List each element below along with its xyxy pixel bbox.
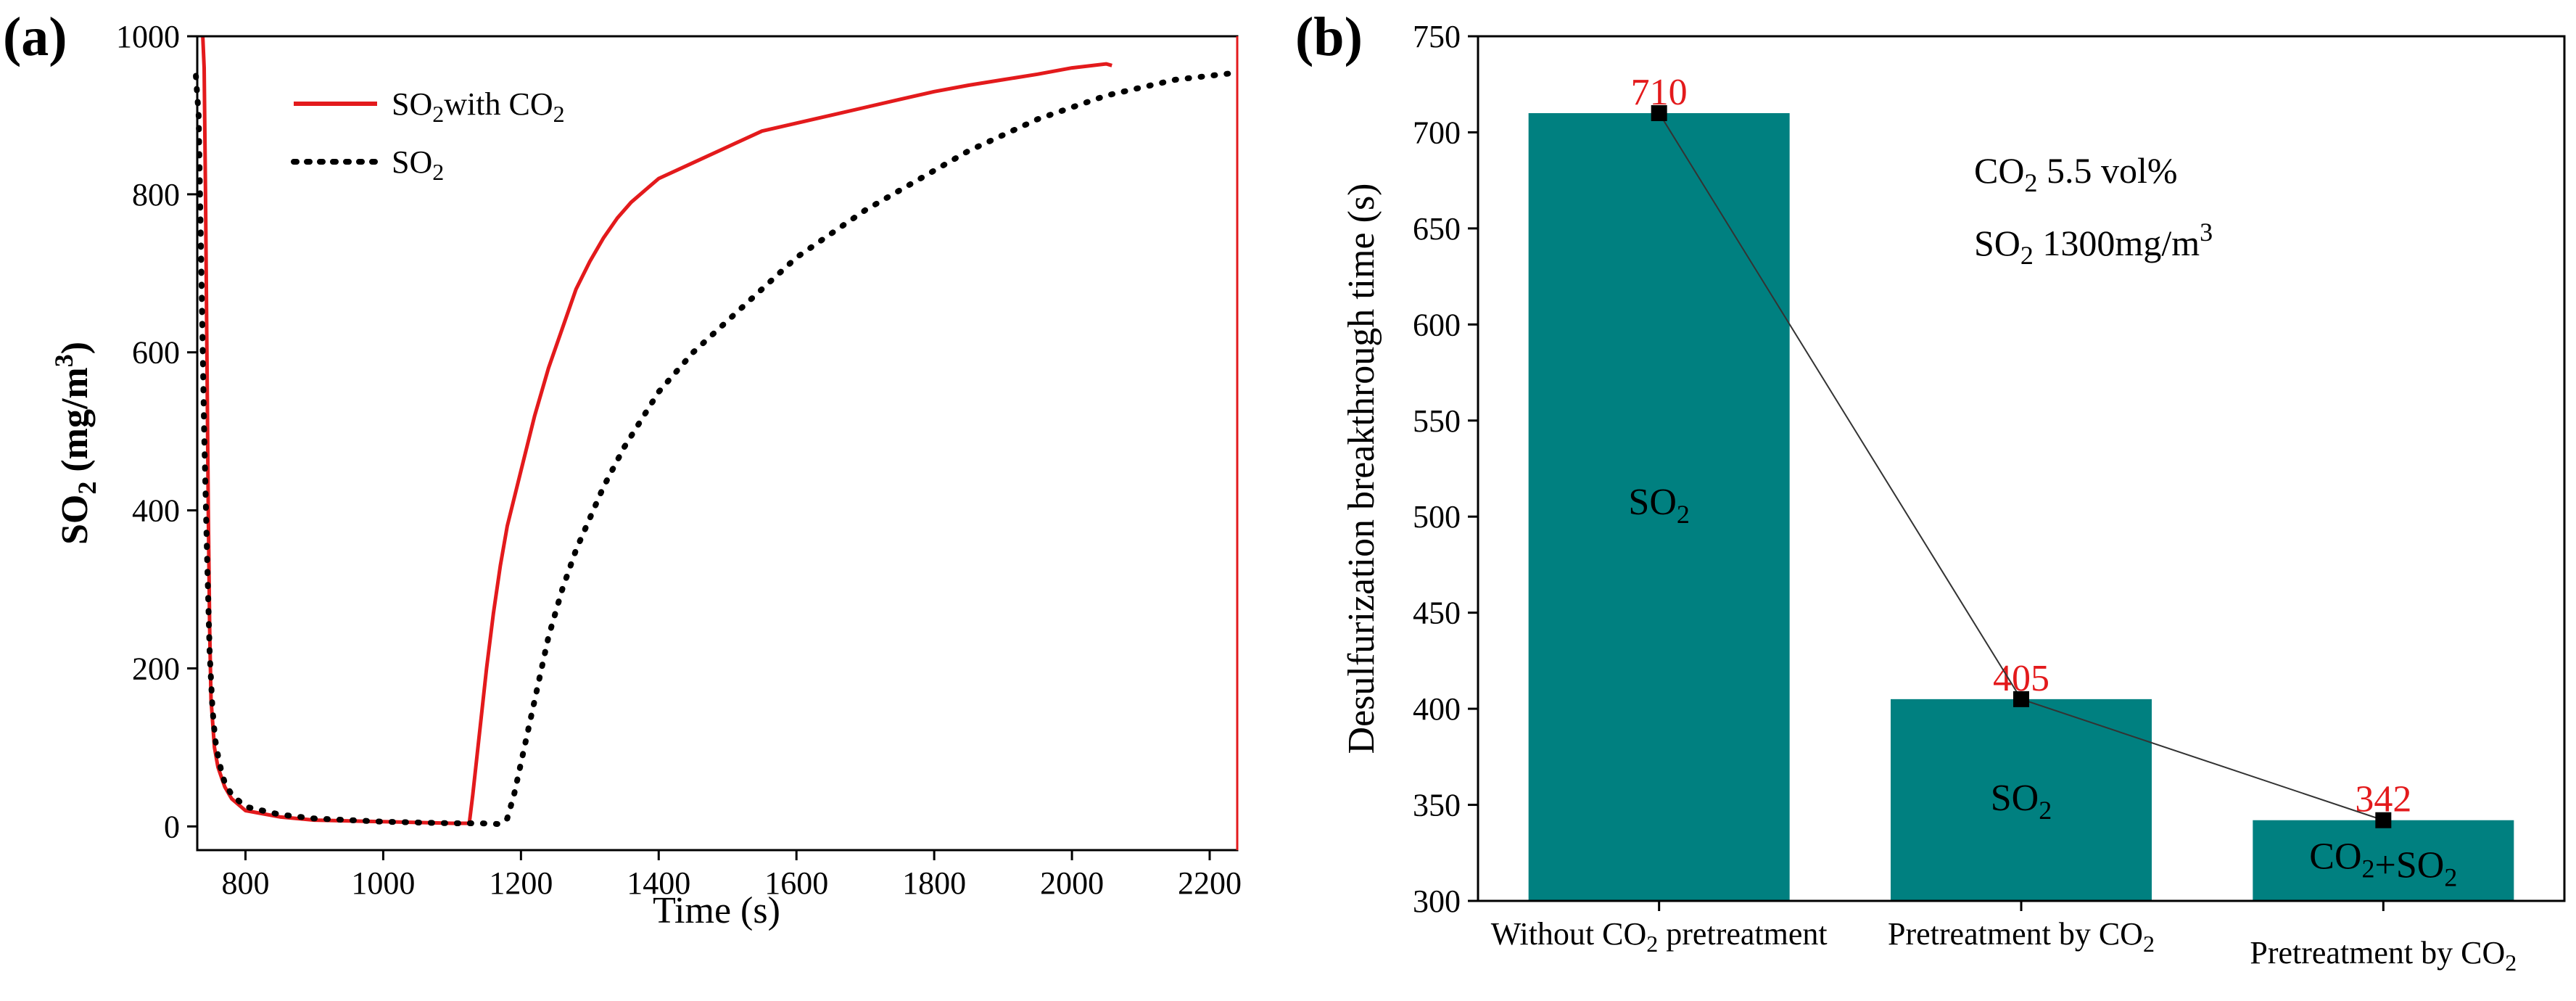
- x-tick-label: 1600: [764, 865, 828, 901]
- bar: [2253, 820, 2514, 901]
- y-tick-label: 750: [1413, 19, 1461, 54]
- x-tick-label: 1000: [351, 865, 415, 901]
- category-label: Pretreatment by CO2: [2250, 935, 2517, 976]
- point-marker: [2375, 812, 2392, 828]
- y-tick-label: 400: [132, 493, 180, 529]
- series-line-so2-with-co2: [201, 36, 1112, 825]
- point-marker: [2013, 691, 2029, 707]
- x-tick-label: 800: [221, 865, 269, 901]
- panel-a-x-axis-title: Time (s): [653, 890, 780, 931]
- y-tick-label: 300: [1413, 883, 1461, 919]
- y-tick-label: 650: [1413, 211, 1461, 247]
- x-tick-label: 1200: [489, 865, 553, 901]
- bar-inner-label: SO2: [1991, 778, 2052, 825]
- panel-b-y-ticks: 300 350 400 450 500 550 600 650 700 750: [1413, 19, 1478, 919]
- y-tick-label: 400: [1413, 691, 1461, 727]
- panel-a-label: (a): [3, 7, 67, 67]
- x-tick-label: 2000: [1040, 865, 1104, 901]
- y-tick-label: 200: [132, 651, 180, 686]
- y-tick-label: 450: [1413, 596, 1461, 631]
- y-tick-label: 0: [164, 809, 180, 844]
- panel-b-y-axis-title: Desulfurization breakthrough time (s): [1341, 184, 1382, 754]
- category-label: Without CO2 pretreatment: [1491, 916, 1828, 957]
- y-tick-label: 550: [1413, 403, 1461, 439]
- panel-b-label: (b): [1295, 7, 1363, 67]
- panel-a-legend: SO2with CO2 SO2: [291, 86, 565, 185]
- bar-inner-label: SO2: [1628, 482, 1689, 529]
- series-line-so2: [193, 70, 1234, 828]
- panel-a-line-chart: (a) 800 1000 1200 1400 1600 1800 2000 2200 0 200…: [3, 7, 1242, 931]
- legend-label-so2: SO2: [392, 144, 444, 185]
- annotation-co2-concentration: CO2 5.5 vol%: [1974, 150, 2178, 197]
- bar-inner-label: CO2+SO2: [2309, 836, 2457, 891]
- y-tick-label: 1000: [116, 19, 180, 54]
- bar: [1891, 699, 2152, 901]
- panel-a-y-ticks: 0 200 400 600 800 1000: [116, 19, 197, 844]
- panel-b-annotation: CO2 5.5 vol% SO2 1300mg/m3: [1974, 150, 2213, 270]
- panel-a-plot-area: [193, 36, 1234, 828]
- panel-b-connecting-line: [1651, 104, 2392, 828]
- bar: [1528, 112, 1790, 901]
- annotation-so2-concentration: SO2 1300mg/m3: [1974, 218, 2213, 270]
- panel-b-category-labels: Without CO2 pretreatment Pretreatment by …: [1491, 901, 2517, 976]
- panel-a-x-ticks: 800 1000 1200 1400 1600 1800 2000 2200: [221, 850, 1242, 901]
- y-tick-label: 350: [1413, 788, 1461, 823]
- y-tick-label: 700: [1413, 115, 1461, 150]
- category-label: Pretreatment by CO2: [1888, 916, 2155, 957]
- point-marker: [1651, 104, 1667, 121]
- panel-a-frame: [196, 35, 1239, 852]
- x-tick-label: 2200: [1178, 865, 1242, 901]
- legend-label-so2-with-co2: SO2with CO2: [392, 86, 565, 127]
- y-tick-label: 600: [1413, 307, 1461, 342]
- y-tick-label: 600: [132, 335, 180, 371]
- y-tick-label: 800: [132, 177, 180, 213]
- x-tick-label: 1400: [627, 865, 690, 901]
- x-tick-label: 1800: [902, 865, 966, 901]
- y-tick-label: 500: [1413, 499, 1461, 535]
- panel-a-y-axis-title: SO2 (mg/m3): [49, 342, 102, 545]
